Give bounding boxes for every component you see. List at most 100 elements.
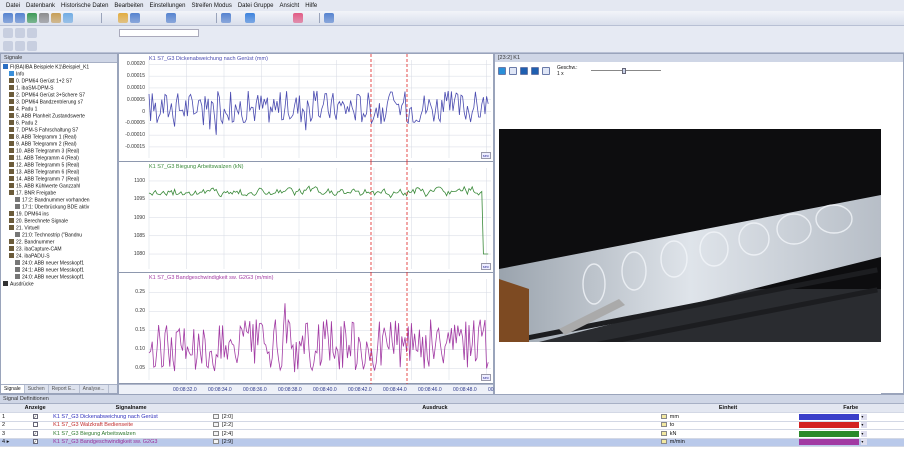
expression[interactable]: [2:2] [222,422,233,429]
toolbar-icon[interactable] [3,40,13,51]
color-swatch[interactable] [799,413,860,420]
color-swatch[interactable] [799,422,860,429]
definition-row[interactable]: 3 ✓ K1 S7_G3 Biegung Arbeitswalzen [2:4] kN ▾ [0,429,904,439]
toolbar-icon[interactable] [142,13,152,23]
toolbar-icon[interactable] [27,27,37,38]
toolbar-icon[interactable] [178,13,188,23]
menu-item[interactable]: Ansicht [279,2,300,9]
menu-item[interactable]: Hilfe [305,2,318,9]
tree-item[interactable]: FI(BA)IBA Beispiele K1\Beispiel_K1 [3,64,115,71]
tree-item[interactable]: 15. ABB Kühlwerte Ganzzahl [3,183,115,190]
toolbar-icon[interactable] [281,13,291,23]
tree-item[interactable]: 0. DPM64 Gerüst 1+2 S7 [3,78,115,85]
signal-name[interactable]: K1 S7_G3 Dickenabweichung nach Gerüst [51,412,212,422]
color-dropdown-icon[interactable]: ▾ [861,430,868,437]
menu-item[interactable]: Datei [6,2,21,9]
toolbar-icon[interactable] [15,40,25,51]
tree-item[interactable]: 14. ABB Telegramm 7 (Real) [3,176,115,183]
toolbar-icon[interactable] [3,13,13,23]
expression[interactable]: [2:0] [222,413,233,420]
tree-item[interactable]: 21:0: Technostrip ("Bandnu [3,232,115,239]
column-header[interactable]: Signalname [51,404,212,413]
expression[interactable]: [2:4] [222,430,233,437]
unit[interactable]: mm [669,413,679,420]
color-dropdown-icon[interactable]: ▾ [861,422,868,429]
signals-tab[interactable]: Suchen [25,385,49,393]
tree-item[interactable]: 2. DPM64 Gerüst 3+Schere S7 [3,92,115,99]
toolbar-icon[interactable] [245,13,255,23]
unit-icon[interactable] [660,430,667,436]
formula-icon[interactable] [213,439,220,445]
definition-row[interactable]: 1 ✓ K1 S7_G3 Dickenabweichung nach Gerüst [… [0,412,904,422]
toolbar-icon[interactable] [39,13,49,23]
toolbar-icon[interactable] [202,13,212,23]
signals-tab[interactable]: Analyse... [80,385,109,393]
color-dropdown-icon[interactable]: ▾ [861,413,868,420]
unit[interactable]: m/min [669,439,685,446]
toolbar-icon[interactable] [190,13,200,23]
display-checkbox[interactable]: ✓ [32,413,38,419]
menu-item[interactable]: Datei Gruppe [237,2,274,9]
display-checkbox[interactable] [32,422,38,428]
tree-item[interactable]: 1. ibaSM-DPM-S [3,85,115,92]
step-forward-button[interactable] [531,67,539,75]
tree-item[interactable]: 3. DPM64 Bandzentrierung s7 [3,99,115,106]
tree-item[interactable]: 24. ibaPADU-S [3,253,115,260]
tree-item[interactable]: 4. Padu 1 [3,106,115,113]
play-button[interactable] [498,67,506,75]
tree-item[interactable]: 17:2: Bandnummer vorhanden [3,197,115,204]
tree-item[interactable]: 8. ABB Telegramm 1 (Real) [3,134,115,141]
step-back-button[interactable] [520,67,528,75]
toolbar-icon[interactable] [384,13,394,23]
toolbar-icon[interactable] [305,13,315,23]
tree-item[interactable]: 23. ibaCapture-CAM [3,246,115,253]
color-swatch[interactable] [799,430,860,437]
toolbar-icon[interactable] [257,13,267,23]
tree-item[interactable]: 5. ABB Planheit Zustandswerte [3,113,115,120]
unit-icon[interactable] [660,439,667,445]
display-checkbox[interactable]: ✓ [32,430,38,436]
toolbar-icon[interactable] [154,13,164,23]
column-header[interactable]: Anzeige [19,404,52,413]
tree-item[interactable]: 21. Virtuell [3,225,115,232]
toolbar-icon[interactable] [360,13,370,23]
expression[interactable]: [2:9] [222,439,233,446]
tree-item[interactable]: 24:0: ABB neuer Messkopf1 [3,260,115,267]
toolbar-combo[interactable] [119,28,199,37]
menu-item[interactable]: Historische Daten [61,2,109,9]
toolbar-icon[interactable] [336,13,346,23]
tree-item[interactable]: 13. ABB Telegramm 6 (Real) [3,169,115,176]
toolbar-icon[interactable] [51,13,61,23]
toolbar-icon[interactable] [27,40,37,51]
menu-item[interactable]: Bearbeiten [114,2,144,9]
toolbar-icon[interactable] [166,13,176,23]
toolbar-icon[interactable] [130,13,140,23]
toolbar-icon[interactable] [221,13,231,23]
toolbar-icon[interactable] [118,13,128,23]
toolbar-icon[interactable] [269,13,279,23]
toolbar-icon[interactable] [408,13,418,23]
tree-item[interactable]: 20. Berechnete Signale [3,218,115,225]
speed-slider[interactable] [590,68,661,74]
tree-item[interactable]: 10. ABB Telegramm 3 (Real) [3,148,115,155]
tree-item[interactable]: 17:1: Überbrückung BDE aktiv [3,204,115,211]
tree-item[interactable]: 12. ABB Telegramm 5 (Real) [3,162,115,169]
signals-tab[interactable]: Report E... [49,385,80,393]
tree-item[interactable]: Info [3,71,115,78]
tree-item[interactable]: 24:1: ABB neuer Messkopf1 [3,267,115,274]
unit-icon[interactable] [660,413,667,419]
display-checkbox[interactable]: ✓ [32,439,38,445]
toolbar-icon[interactable] [372,13,382,23]
toolbar-icon[interactable] [87,13,97,23]
toolbar-icon[interactable] [233,13,243,23]
tree-item[interactable]: 7. DPM-S Fahrschaltung S7 [3,127,115,134]
tree-item[interactable]: 24:0: ABB neuer Messkopf1 [3,274,115,281]
toolbar-icon[interactable] [15,13,25,23]
tree-item[interactable]: 19. DPM64 ins [3,211,115,218]
toolbar-icon[interactable] [324,13,334,23]
signal-name[interactable]: K1 S7_G3 Bandgeschwindigkeit sw. G2G3 [51,438,212,447]
formula-icon[interactable] [213,422,220,428]
color-swatch[interactable] [799,439,860,446]
toolbar-icon[interactable] [348,13,358,23]
menu-item[interactable]: Einstellungen [149,2,186,9]
